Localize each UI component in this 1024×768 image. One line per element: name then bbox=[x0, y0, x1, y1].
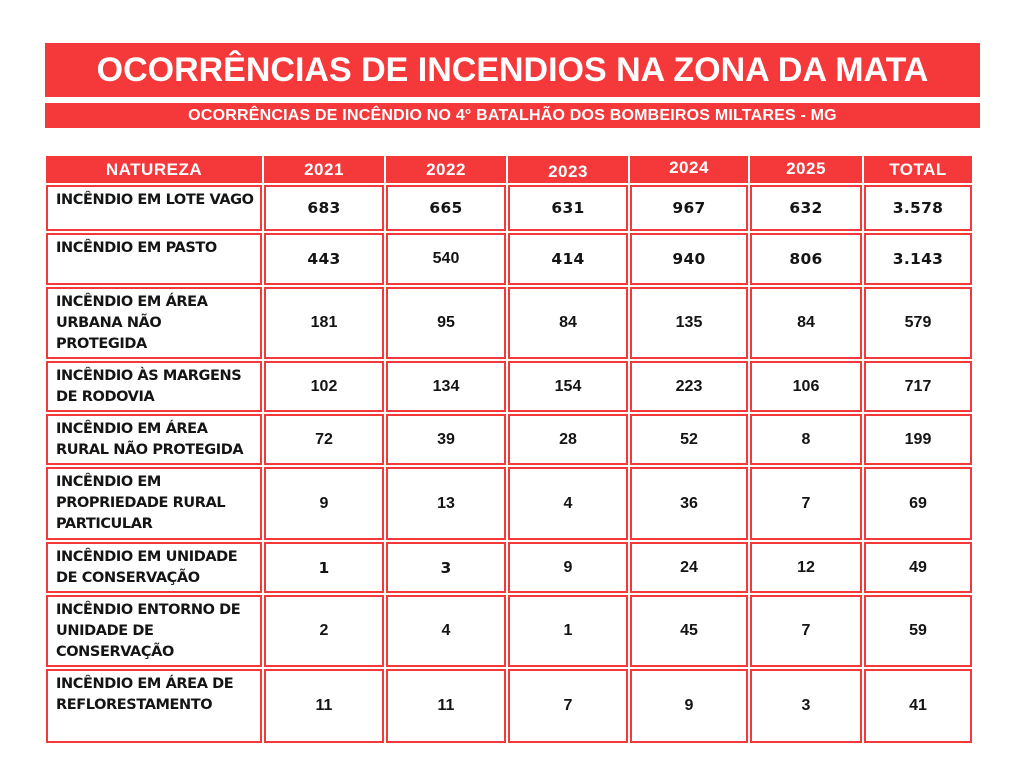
value-cell: 1 bbox=[508, 595, 628, 667]
value-cell: 683 bbox=[264, 185, 384, 231]
value-cell: 41 bbox=[864, 669, 972, 743]
value-cell: 579 bbox=[864, 287, 972, 359]
value-cell: 135 bbox=[630, 287, 748, 359]
row-label: INCÊNDIO EM PROPRIEDADE RURAL PARTICULAR bbox=[46, 467, 262, 540]
column-header-total: TOTAL bbox=[864, 156, 972, 183]
main-title-banner: OCORRÊNCIAS DE INCENDIOS NA ZONA DA MATA bbox=[45, 43, 980, 97]
value-cell: 3.143 bbox=[864, 233, 972, 285]
value-cell: 1 bbox=[264, 542, 384, 593]
row-label: INCÊNDIO EM LOTE VAGO bbox=[46, 185, 262, 231]
value-cell: 806 bbox=[750, 233, 862, 285]
row-label: INCÊNDIO EM UNIDADE DE CONSERVAÇÃO bbox=[46, 542, 262, 593]
row-label: INCÊNDIO EM ÁREA URBANA NÃO PROTEGIDA bbox=[46, 287, 262, 359]
value-cell: 134 bbox=[386, 361, 506, 412]
value-cell: 106 bbox=[750, 361, 862, 412]
value-cell: 414 bbox=[508, 233, 628, 285]
value-cell: 95 bbox=[386, 287, 506, 359]
column-header-label: 2025 bbox=[786, 158, 826, 178]
value-cell: 69 bbox=[864, 467, 972, 540]
value-cell: 3 bbox=[386, 542, 506, 593]
table-row: INCÊNDIO EM UNIDADE DE CONSERVAÇÃO 1 3 9 24 1… bbox=[46, 542, 972, 593]
value-cell: 940 bbox=[630, 233, 748, 285]
column-header-label: 2024 bbox=[669, 157, 709, 177]
table-row: INCÊNDIO EM ÁREA URBANA NÃO PROTEGIDA 181… bbox=[46, 287, 972, 359]
value-cell: 11 bbox=[386, 669, 506, 743]
value-cell: 9 bbox=[508, 542, 628, 593]
value-cell: 12 bbox=[750, 542, 862, 593]
value-cell: 199 bbox=[864, 414, 972, 465]
value-cell: 7 bbox=[508, 669, 628, 743]
row-label: INCÊNDIO EM ÁREA DE REFLORESTAMENTO bbox=[46, 669, 262, 743]
column-header-natureza: NATUREZA bbox=[46, 156, 262, 183]
column-header-2022: 2022 bbox=[386, 156, 506, 183]
value-cell: 72 bbox=[264, 414, 384, 465]
column-header-label: TOTAL bbox=[889, 159, 947, 179]
table-row: INCÊNDIO ÀS MARGENS DE RODOVIA 102 134 154 2… bbox=[46, 361, 972, 412]
value-cell: 3.578 bbox=[864, 185, 972, 231]
value-cell: 59 bbox=[864, 595, 972, 667]
value-cell: 4 bbox=[386, 595, 506, 667]
row-label: INCÊNDIO ÀS MARGENS DE RODOVIA bbox=[46, 361, 262, 412]
page-subtitle: OCORRÊNCIAS DE INCÊNDIO NO 4° BATALHÃO D… bbox=[188, 106, 837, 124]
value-cell: 9 bbox=[630, 669, 748, 743]
value-cell: 49 bbox=[864, 542, 972, 593]
column-header-label: NATUREZA bbox=[105, 159, 203, 179]
subtitle-banner: OCORRÊNCIAS DE INCÊNDIO NO 4° BATALHÃO D… bbox=[45, 103, 980, 128]
value-cell: 2 bbox=[264, 595, 384, 667]
value-cell: 181 bbox=[264, 287, 384, 359]
table-row: INCÊNDIO EM PROPRIEDADE RURAL PARTICULAR… bbox=[46, 467, 972, 540]
table-row: INCÊNDIO ENTORNO DE UNIDADE DE CONSERVAÇ… bbox=[46, 595, 972, 667]
value-cell: 24 bbox=[630, 542, 748, 593]
occurrences-table: NATUREZA 2021 2022 2023 2024 2025 TOTAL INCÊND… bbox=[44, 154, 974, 745]
value-cell: 540 bbox=[386, 233, 506, 285]
column-header-label: 2023 bbox=[548, 161, 588, 181]
value-cell: 52 bbox=[630, 414, 748, 465]
value-cell: 13 bbox=[386, 467, 506, 540]
column-header-2024: 2024 bbox=[630, 156, 748, 183]
row-label: INCÊNDIO EM PASTO bbox=[46, 233, 262, 285]
page-title: OCORRÊNCIAS DE INCENDIOS NA ZONA DA MATA bbox=[96, 50, 929, 89]
value-cell: 7 bbox=[750, 595, 862, 667]
value-cell: 967 bbox=[630, 185, 748, 231]
column-header-2021: 2021 bbox=[264, 156, 384, 183]
table-header-row: NATUREZA 2021 2022 2023 2024 2025 TOTAL bbox=[46, 156, 972, 183]
value-cell: 7 bbox=[750, 467, 862, 540]
table-row: INCÊNDIO EM LOTE VAGO 683 665 631 967 632 3.57… bbox=[46, 185, 972, 231]
value-cell: 84 bbox=[508, 287, 628, 359]
value-cell: 84 bbox=[750, 287, 862, 359]
value-cell: 631 bbox=[508, 185, 628, 231]
value-cell: 39 bbox=[386, 414, 506, 465]
table-row: INCÊNDIO EM ÁREA RURAL NÃO PROTEGIDA 72 39… bbox=[46, 414, 972, 465]
value-cell: 102 bbox=[264, 361, 384, 412]
value-cell: 717 bbox=[864, 361, 972, 412]
column-header-2023: 2023 bbox=[508, 156, 628, 183]
value-cell: 36 bbox=[630, 467, 748, 540]
value-cell: 154 bbox=[508, 361, 628, 412]
value-cell: 443 bbox=[264, 233, 384, 285]
table-row: INCÊNDIO EM PASTO 443 540 414 940 806 3.143 bbox=[46, 233, 972, 285]
column-header-label: 2022 bbox=[426, 159, 466, 179]
value-cell: 632 bbox=[750, 185, 862, 231]
row-label: INCÊNDIO ENTORNO DE UNIDADE DE CONSERVAÇ… bbox=[46, 595, 262, 667]
value-cell: 9 bbox=[264, 467, 384, 540]
value-cell: 11 bbox=[264, 669, 384, 743]
value-cell: 28 bbox=[508, 414, 628, 465]
value-cell: 4 bbox=[508, 467, 628, 540]
table-body: INCÊNDIO EM LOTE VAGO 683 665 631 967 632 3.57… bbox=[46, 185, 972, 743]
value-cell: 223 bbox=[630, 361, 748, 412]
column-header-2025: 2025 bbox=[750, 156, 862, 183]
value-cell: 3 bbox=[750, 669, 862, 743]
column-header-label: 2021 bbox=[304, 159, 344, 179]
row-label: INCÊNDIO EM ÁREA RURAL NÃO PROTEGIDA bbox=[46, 414, 262, 465]
value-cell: 8 bbox=[750, 414, 862, 465]
table-row: INCÊNDIO EM ÁREA DE REFLORESTAMENTO 11 11 7… bbox=[46, 669, 972, 743]
value-cell: 45 bbox=[630, 595, 748, 667]
value-cell: 665 bbox=[386, 185, 506, 231]
